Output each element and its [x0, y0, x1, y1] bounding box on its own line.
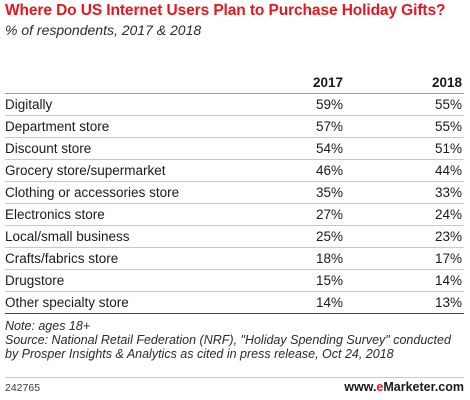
brand-accent: e: [376, 380, 384, 394]
data-table: 2017 2018 Digitally 59% 55% Department stor…: [5, 71, 464, 314]
note-text: Note: ages 18+: [5, 319, 91, 333]
table-row: Discount store 54% 51%: [5, 137, 464, 160]
brand-name: Marketer: [383, 380, 435, 394]
value-cell-2017: 15%: [260, 269, 345, 292]
value-cell-2018: 13%: [345, 291, 464, 314]
row-label: Electronics store: [5, 203, 260, 226]
table-row: Drugstore 15% 14%: [5, 269, 464, 292]
value-cell-2017: 46%: [260, 159, 345, 182]
value-cell-2017: 59%: [260, 93, 345, 116]
brand-prefix: www.: [344, 380, 377, 394]
value-cell-2017: 14%: [260, 291, 345, 314]
value-cell-2017: 27%: [260, 203, 345, 226]
table-row: Local/small business 25% 23%: [5, 225, 464, 248]
row-label: Crafts/fabrics store: [5, 247, 260, 270]
source-text: Source: National Retail Federation (NRF)…: [5, 333, 451, 361]
table-row: Digitally 59% 55%: [5, 93, 464, 116]
value-cell-2018: 14%: [345, 269, 464, 292]
value-cell-2018: 33%: [345, 181, 464, 204]
value-cell-2018: 17%: [345, 247, 464, 270]
value-cell-2017: 54%: [260, 137, 345, 160]
row-label: Discount store: [5, 137, 260, 160]
value-cell-2017: 25%: [260, 225, 345, 248]
footer-divider: [5, 377, 464, 378]
table-row: Other specialty store 14% 13%: [5, 291, 464, 314]
brand-logo: www.eMarketer.com: [344, 380, 464, 394]
chart-notes: Note: ages 18+ Source: National Retail F…: [5, 319, 463, 361]
value-cell-2017: 35%: [260, 181, 345, 204]
row-label: Other specialty store: [5, 291, 260, 314]
column-header-2017: 2017: [260, 71, 345, 94]
column-header-2018: 2018: [345, 71, 464, 94]
value-cell-2017: 18%: [260, 247, 345, 270]
table-row: Electronics store 27% 24%: [5, 203, 464, 226]
value-cell-2018: 23%: [345, 225, 464, 248]
table-row: Clothing or accessories store 35% 33%: [5, 181, 464, 204]
value-cell-2018: 55%: [345, 93, 464, 116]
brand-suffix: .com: [434, 380, 464, 394]
value-cell-2018: 24%: [345, 203, 464, 226]
row-label: Department store: [5, 115, 260, 138]
value-cell-2017: 57%: [260, 115, 345, 138]
value-cell-2018: 44%: [345, 159, 464, 182]
column-header-label: [5, 71, 260, 94]
chart-title: Where Do US Internet Users Plan to Purch…: [5, 2, 446, 19]
table-row: Crafts/fabrics store 18% 17%: [5, 247, 464, 270]
table-header-row: 2017 2018: [5, 71, 464, 94]
chart-id: 242765: [5, 382, 41, 394]
row-label: Grocery store/supermarket: [5, 159, 260, 182]
row-label: Local/small business: [5, 225, 260, 248]
table-row: Department store 57% 55%: [5, 115, 464, 138]
row-label: Digitally: [5, 93, 260, 116]
table-row: Grocery store/supermarket 46% 44%: [5, 159, 464, 182]
row-label: Drugstore: [5, 269, 260, 292]
value-cell-2018: 55%: [345, 115, 464, 138]
value-cell-2018: 51%: [345, 137, 464, 160]
chart-subtitle: % of respondents, 2017 & 2018: [5, 22, 202, 38]
row-label: Clothing or accessories store: [5, 181, 260, 204]
table-body: Digitally 59% 55% Department store 57% 55% Dis…: [5, 93, 464, 314]
